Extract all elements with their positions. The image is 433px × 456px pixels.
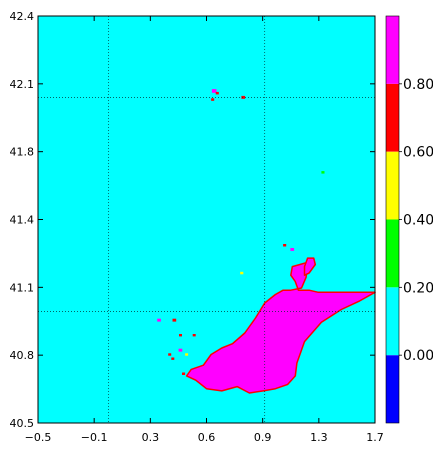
x-tick-label: −0.1: [81, 431, 108, 444]
region-1: [303, 257, 317, 276]
colorbar-tick-label: 0.80: [403, 77, 433, 93]
x-axis: −0.5 −0.1 0.3 0.6 0.9 1.3 1.7: [25, 16, 384, 444]
colorbar-tick-label: 0.00: [403, 348, 433, 364]
spot-0: [211, 89, 217, 93]
y-axis: 40.5 40.8 41.1 41.4 41.8 42.1 42.4: [10, 10, 375, 430]
spot-15: [192, 334, 196, 337]
spot-16: [182, 372, 186, 375]
regions-layer: [185, 257, 376, 394]
spot-2: [211, 98, 215, 101]
grid-layer: [38, 16, 375, 423]
y-tick-label: 42.4: [10, 10, 35, 23]
x-tick-label: 0.3: [142, 431, 160, 444]
colorbar-tick-label: 0.40: [403, 213, 433, 229]
colorbar-tick-label: 0.20: [403, 280, 433, 296]
plot-background: [38, 16, 375, 423]
colorbar-tick-label: 0.60: [403, 145, 433, 161]
spot-5: [290, 248, 295, 251]
spot-12: [185, 353, 189, 356]
x-tick-label: 1.7: [366, 431, 384, 444]
spot-3: [241, 95, 246, 99]
y-tick-label: 40.5: [10, 417, 35, 430]
spot-14: [171, 357, 175, 360]
colorbar-segment-2: [386, 219, 399, 288]
spot-1: [215, 91, 219, 95]
colorbar-segment-0: [386, 355, 399, 423]
y-tick-label: 42.1: [10, 78, 35, 91]
y-tick-label: 41.1: [10, 281, 35, 294]
y-tick-label: 41.4: [10, 214, 35, 227]
y-tick-label: 41.8: [10, 146, 35, 159]
region-0: [185, 261, 376, 394]
spot-10: [179, 334, 182, 337]
spots-layer: [157, 89, 325, 375]
x-tick-label: 0.6: [198, 431, 216, 444]
x-tick-label: −0.5: [25, 431, 52, 444]
colorbar-segment-3: [386, 151, 399, 220]
colorbar-segment-1: [386, 287, 399, 356]
spot-9: [172, 318, 177, 322]
colorbar: 0.00 0.20 0.40 0.60 0.80: [385, 15, 433, 424]
colorbar-segment-5: [386, 16, 399, 84]
spot-4: [283, 244, 287, 247]
spot-6: [321, 171, 325, 174]
x-tick-label: 0.9: [254, 431, 272, 444]
spot-8: [157, 318, 161, 322]
spot-11: [178, 348, 183, 352]
y-tick-label: 40.8: [10, 349, 35, 362]
x-tick-label: 1.3: [310, 431, 328, 444]
spot-7: [240, 271, 244, 275]
spot-13: [168, 353, 172, 356]
colorbar-segment-4: [386, 83, 399, 152]
